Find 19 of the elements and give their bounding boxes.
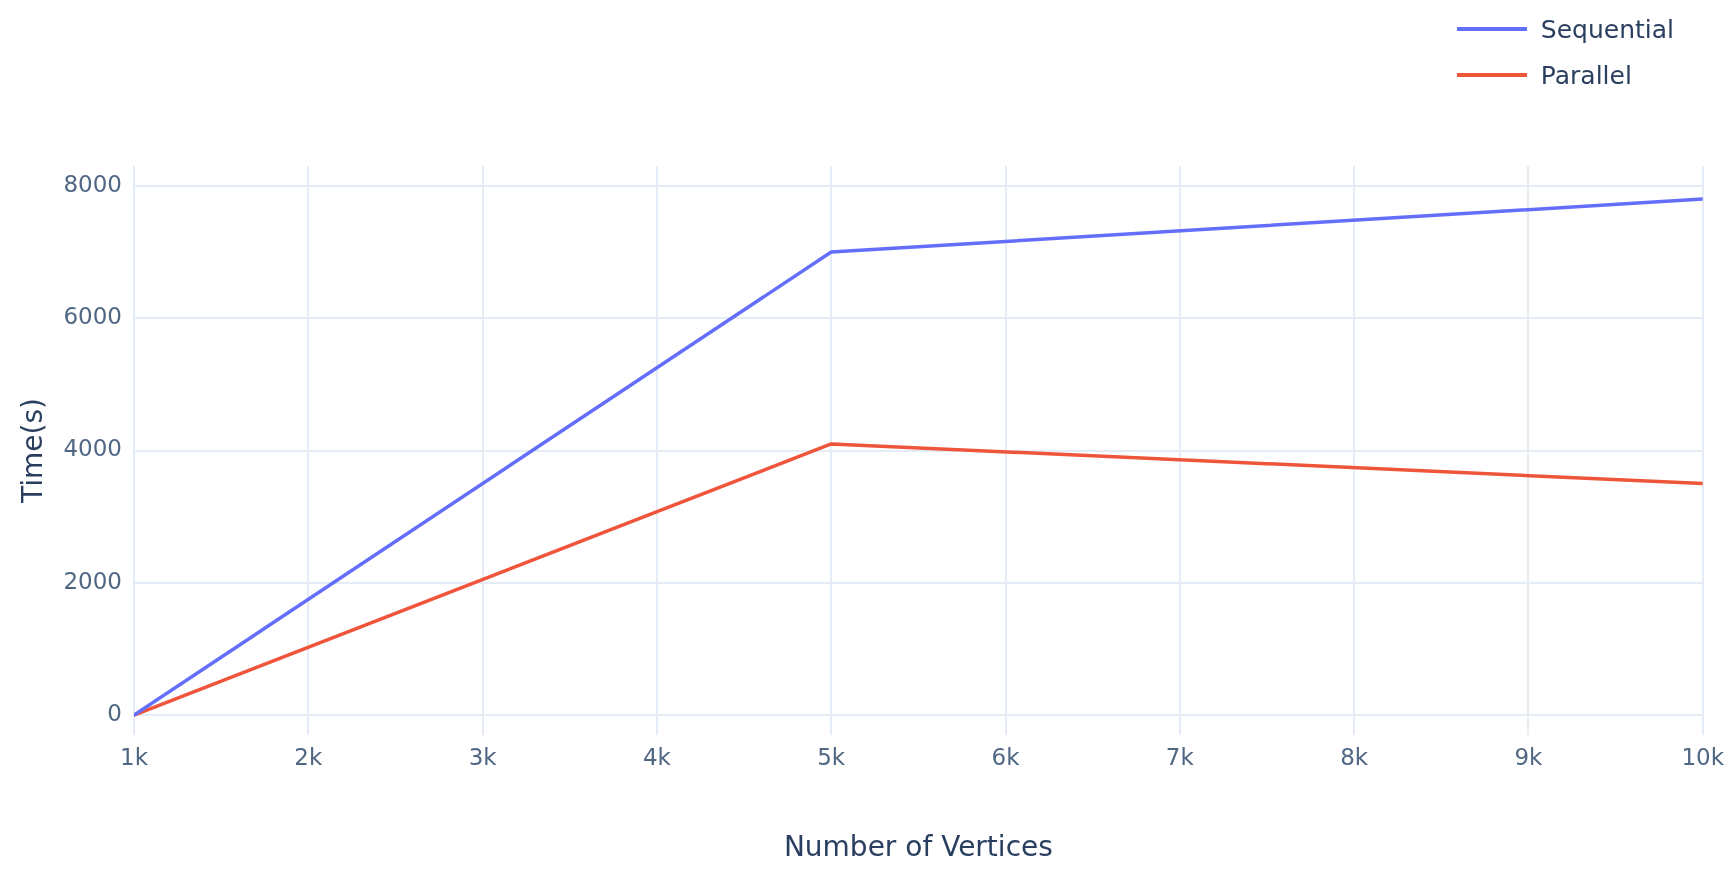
x-tick-label: 2k bbox=[294, 743, 323, 770]
legend-label: Sequential bbox=[1540, 14, 1674, 44]
x-tick-label: 1k bbox=[120, 743, 149, 770]
legend-label: Parallel bbox=[1540, 60, 1632, 90]
y-tick-label: 6000 bbox=[63, 303, 122, 330]
y-tick-label: 2000 bbox=[63, 567, 122, 594]
x-tick-label: 6k bbox=[991, 743, 1021, 770]
x-tick-label: 9k bbox=[1514, 743, 1544, 770]
x-axis-title: Number of Vertices bbox=[783, 830, 1053, 864]
y-tick-label: 0 bbox=[107, 700, 122, 727]
x-tick-label: 4k bbox=[642, 743, 672, 770]
x-tick-label: 7k bbox=[1165, 743, 1195, 770]
x-tick-label: 10k bbox=[1681, 743, 1725, 770]
y-axis-title: Time(s) bbox=[16, 398, 50, 504]
x-tick-label: 5k bbox=[817, 743, 846, 770]
x-tick-label: 3k bbox=[468, 743, 498, 770]
y-tick-label: 4000 bbox=[63, 435, 122, 462]
x-tick-label: 8k bbox=[1340, 743, 1369, 770]
y-tick-label: 8000 bbox=[63, 170, 122, 197]
